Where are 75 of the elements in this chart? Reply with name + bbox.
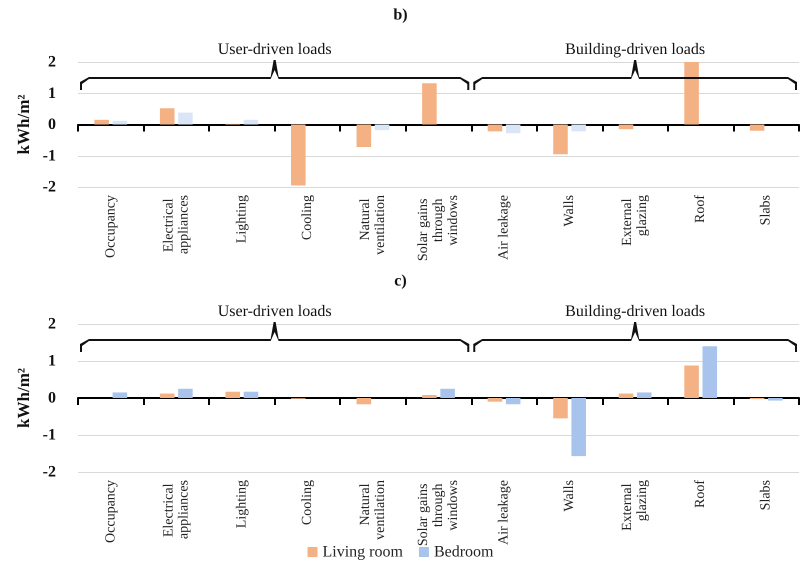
bar	[684, 365, 699, 398]
bar	[112, 120, 128, 124]
x-tick-label: Slabs	[758, 195, 774, 226]
x-tick-label: Walls	[562, 195, 578, 227]
bar	[178, 388, 193, 398]
bar	[178, 112, 193, 124]
bar	[356, 398, 372, 404]
x-tick-label: Solar gains through windows	[416, 195, 461, 262]
bar	[571, 398, 586, 456]
text: User-driven loads	[218, 303, 332, 320]
y-tick-label: -1	[42, 147, 56, 164]
y-tick-label: -2	[42, 464, 56, 480]
x-tick-label: Natural ventilation	[358, 195, 388, 255]
text: Building-driven loads	[565, 41, 706, 58]
bar	[684, 62, 699, 124]
x-tick-label: Air leakage	[496, 195, 512, 260]
bar	[506, 398, 520, 404]
text: User-driven loads	[218, 41, 332, 58]
y-axis-title: kWh/m²	[14, 368, 33, 428]
bar	[618, 394, 634, 398]
bar	[553, 398, 568, 418]
bar	[112, 392, 128, 398]
x-tick-label: External glazing	[620, 480, 650, 531]
y-tick-label: 2	[48, 54, 56, 70]
bar	[618, 124, 634, 130]
chart-title: b)	[393, 6, 408, 24]
bar	[422, 83, 437, 124]
x-tick-label: Electrical appliances	[161, 195, 192, 254]
x-tick-label: Walls	[562, 480, 578, 512]
bar	[374, 124, 390, 130]
bar	[553, 124, 568, 154]
bar	[506, 124, 520, 134]
chart-title: c)	[394, 272, 407, 290]
text: Building-driven loads	[565, 303, 706, 320]
y-tick-label: -1	[42, 426, 56, 444]
bar	[244, 392, 258, 398]
bar	[750, 124, 764, 131]
bar	[225, 392, 240, 398]
y-tick-label: 0	[48, 390, 56, 406]
bar	[488, 124, 502, 132]
bar	[488, 398, 502, 402]
x-tick-label: Lighting	[234, 480, 250, 528]
bar	[94, 120, 109, 124]
bar	[244, 120, 258, 124]
y-tick-label: 2	[48, 316, 56, 332]
x-tick-label: Slabs	[758, 480, 774, 510]
bar	[356, 124, 372, 147]
x-tick-label: Cooling	[300, 195, 315, 240]
legend-label: Bedroom	[434, 544, 494, 560]
x-tick-label: External glazing	[620, 195, 650, 246]
x-tick-label: Solar gains through windows	[416, 480, 461, 546]
x-tick-label: Occupancy	[103, 195, 118, 258]
x-tick-label: Roof	[693, 480, 708, 508]
y-tick-label: -2	[42, 178, 56, 196]
y-tick-label: 1	[48, 352, 56, 370]
bar	[291, 124, 306, 186]
bar	[702, 346, 718, 398]
y-axis-title: kWh/m²	[14, 94, 33, 154]
x-tick-label: Lighting	[234, 195, 250, 244]
bar	[160, 394, 174, 398]
bar	[440, 388, 455, 398]
bar	[571, 124, 586, 132]
bar	[636, 392, 652, 398]
x-tick-label: Cooling	[300, 480, 315, 526]
bar	[422, 395, 437, 398]
x-tick-label: Natural ventilation	[358, 480, 388, 540]
x-tick-label: Air leakage	[496, 480, 512, 545]
x-tick-label: Roof	[693, 194, 708, 223]
x-tick-label: Electrical appliances	[161, 480, 192, 540]
bar	[768, 398, 783, 401]
x-tick-label: Occupancy	[103, 480, 118, 543]
y-tick-label: 0	[48, 116, 56, 133]
legend-label: Living room	[322, 544, 404, 560]
y-tick-label: 1	[48, 84, 56, 102]
bar	[160, 108, 174, 124]
